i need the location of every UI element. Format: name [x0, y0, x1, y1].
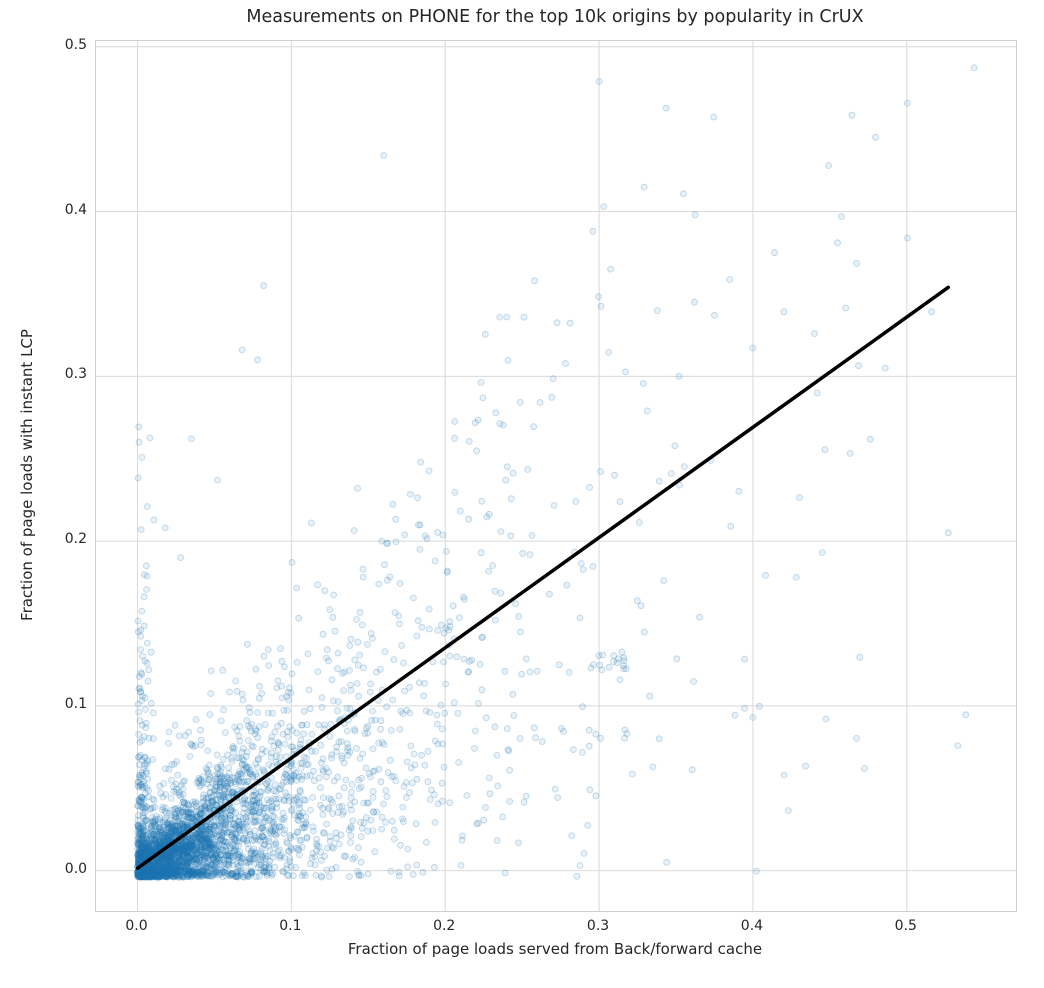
y-tick-label: 0.0 [64, 860, 87, 877]
y-axis-label: Fraction of page loads with instant LCP [18, 329, 36, 621]
y-tick-label: 0.5 [64, 36, 87, 53]
chart-title: Measurements on PHONE for the top 10k or… [246, 7, 864, 27]
x-tick-label: 0.5 [894, 918, 917, 934]
y-tick-label: 0.1 [64, 695, 87, 712]
x-tick-label: 0.0 [125, 918, 148, 934]
y-tick-label: 0.2 [64, 531, 87, 548]
scatter-plot-canvas [96, 41, 1016, 911]
y-tick-label: 0.4 [64, 201, 87, 218]
y-tick-label: 0.3 [64, 366, 87, 383]
x-tick-label: 0.4 [740, 918, 764, 934]
x-tick-label: 0.3 [586, 918, 610, 934]
x-tick-label: 0.1 [279, 918, 302, 934]
plot-area [95, 40, 1017, 912]
x-axis-label: Fraction of page loads served from Back/… [347, 940, 763, 958]
x-tick-label: 0.2 [433, 918, 456, 934]
